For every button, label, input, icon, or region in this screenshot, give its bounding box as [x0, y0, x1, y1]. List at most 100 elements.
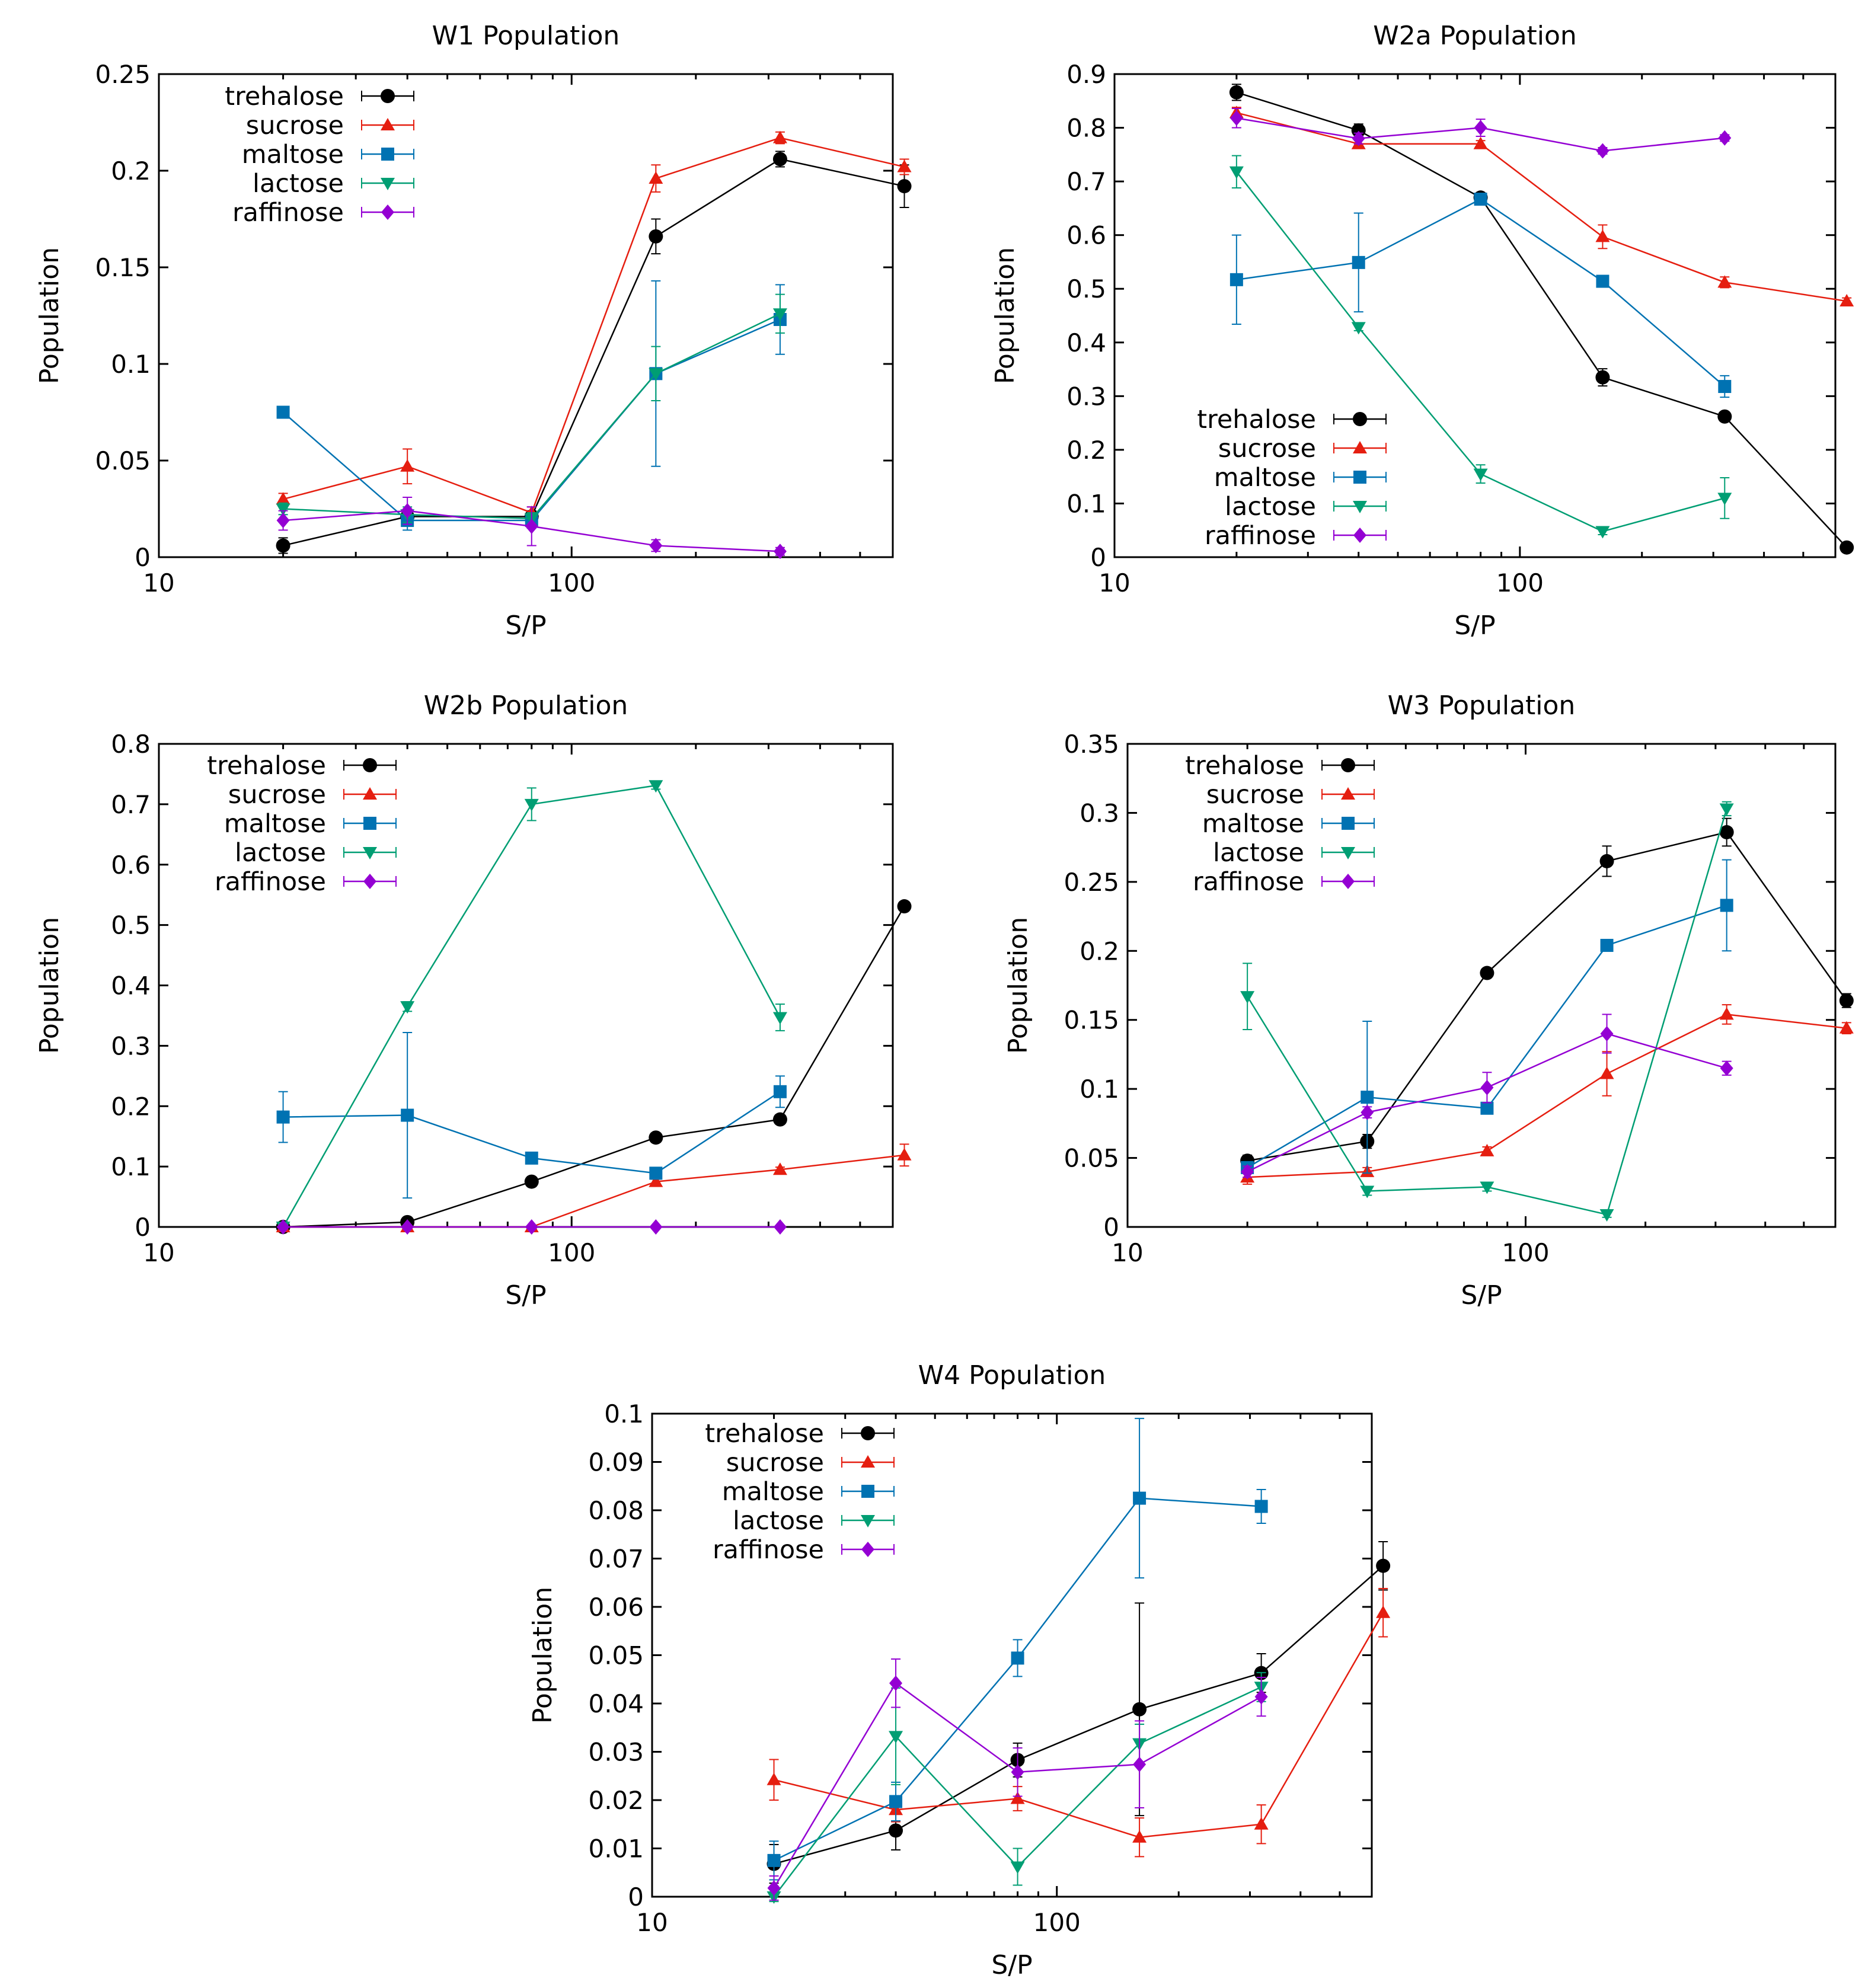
y-tick-label: 0.1: [111, 350, 151, 379]
data-point: [1351, 322, 1366, 335]
legend-marker: [363, 758, 377, 772]
legend-marker: [1353, 441, 1367, 453]
data-point: [1720, 899, 1733, 912]
legend-marker: [363, 847, 377, 859]
data-point: [773, 544, 787, 560]
legend-label: raffinose: [1205, 521, 1316, 551]
y-tick-label: 0.6: [1066, 221, 1106, 250]
data-point: [1133, 1491, 1147, 1505]
data-point: [1719, 825, 1734, 840]
series-line: [1247, 904, 1727, 1168]
y-tick-label: 0.3: [111, 1031, 151, 1060]
data-point: [649, 1166, 663, 1180]
data-point: [1839, 993, 1854, 1008]
y-tick-label: 0.4: [1066, 328, 1106, 357]
y-tick-label: 0.35: [1064, 730, 1119, 759]
series-raffinose: [1230, 107, 1732, 159]
chart-title: W4 Population: [918, 1360, 1106, 1391]
y-tick-label: 0.02: [588, 1786, 644, 1815]
data-point: [649, 1130, 663, 1145]
y-tick-label: 0: [135, 1213, 151, 1242]
data-point: [649, 171, 663, 184]
legend-marker: [861, 1515, 875, 1527]
y-tick-label: 0.5: [1066, 274, 1106, 303]
data-point: [772, 1162, 787, 1175]
series-maltose: [1230, 192, 1732, 398]
y-axis-title: Population: [990, 247, 1020, 384]
series-maltose: [767, 1418, 1268, 1881]
series-sucrose: [276, 1143, 912, 1232]
legend-marker: [861, 1426, 875, 1440]
legend-marker: [1342, 817, 1355, 830]
legend-label: raffinose: [232, 198, 344, 228]
data-point: [1229, 85, 1244, 100]
y-tick-label: 0.15: [1064, 1006, 1119, 1035]
data-point: [1376, 1605, 1391, 1618]
legend-label: raffinose: [713, 1535, 824, 1565]
data-point: [1599, 1209, 1614, 1222]
data-point: [1240, 991, 1255, 1004]
y-tick-label: 0.15: [95, 253, 151, 282]
x-tick-label: 10: [143, 568, 174, 597]
legend-label: sucrose: [1218, 434, 1316, 464]
series-trehalose: [276, 899, 912, 1234]
data-point: [1241, 1164, 1254, 1180]
chart-title: W2a Population: [1373, 21, 1577, 51]
legend-marker: [1353, 501, 1367, 513]
legend-marker: [1342, 874, 1355, 889]
data-point: [889, 1731, 903, 1744]
data-point: [1480, 1101, 1494, 1115]
data-point: [1596, 143, 1609, 159]
chart-title: W3 Population: [1388, 691, 1576, 721]
y-tick-label: 0.8: [111, 730, 151, 759]
data-point: [401, 1108, 414, 1122]
data-point: [524, 1174, 539, 1189]
data-point: [772, 1112, 787, 1127]
chart-title: W1 Population: [432, 21, 620, 51]
data-point: [649, 538, 663, 554]
data-point: [1254, 1817, 1269, 1830]
y-tick-label: 0.25: [95, 60, 151, 89]
data-point: [649, 780, 663, 793]
data-point: [772, 130, 787, 143]
legend-label: maltose: [224, 809, 326, 839]
y-tick-label: 0.3: [1066, 382, 1106, 411]
legend-marker: [1341, 758, 1355, 772]
data-point: [1132, 1830, 1147, 1843]
data-point: [276, 1219, 290, 1235]
legend-label: trehalose: [207, 751, 326, 781]
series-line: [1247, 1014, 1847, 1178]
x-axis-title: S/P: [1461, 1280, 1502, 1311]
data-point: [1480, 1181, 1494, 1194]
data-point: [400, 1001, 415, 1014]
data-point: [1717, 493, 1732, 506]
legend-label: maltose: [1214, 463, 1316, 493]
series-line: [1236, 111, 1847, 302]
y-tick-label: 0.07: [588, 1545, 644, 1574]
y-tick-label: 0: [628, 1882, 644, 1912]
data-point: [1133, 1756, 1147, 1772]
data-point: [889, 1823, 903, 1838]
y-tick-label: 0.1: [604, 1399, 644, 1428]
legend-marker: [861, 1455, 875, 1468]
legend-label: sucrose: [228, 780, 326, 810]
data-point: [889, 1675, 903, 1691]
series-trehalose: [767, 1540, 1391, 1884]
data-point: [1474, 192, 1487, 206]
y-axis-title: Population: [34, 917, 65, 1054]
legend-label: lactose: [1213, 838, 1304, 868]
legend-label: sucrose: [726, 1448, 824, 1478]
data-point: [1599, 854, 1614, 868]
legend-marker: [363, 817, 376, 830]
data-point: [276, 538, 290, 553]
data-point: [1473, 468, 1488, 481]
y-tick-label: 0.4: [111, 971, 151, 1001]
data-point: [1595, 526, 1610, 539]
data-point: [401, 503, 414, 519]
series-line: [283, 906, 905, 1228]
y-tick-label: 0.2: [111, 156, 151, 186]
y-tick-label: 0.06: [588, 1593, 644, 1622]
legend-label: trehalose: [1197, 405, 1316, 434]
series-line: [774, 1565, 1384, 1865]
